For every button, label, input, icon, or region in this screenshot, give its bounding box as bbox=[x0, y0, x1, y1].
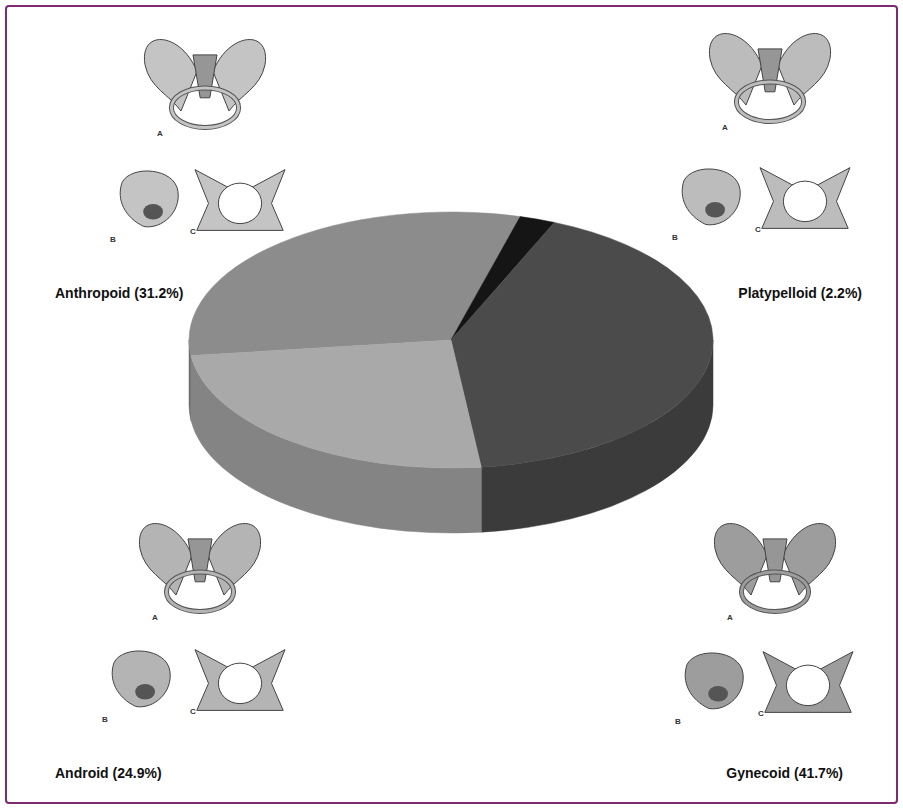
view-letter: A bbox=[152, 613, 158, 622]
pelvis-side bbox=[685, 653, 743, 709]
chart-container: A B C Anthropoid (31.2%) A B C Platypelloid (2.… bbox=[0, 0, 903, 809]
pelvis-ring bbox=[736, 82, 803, 122]
pelvis-ring bbox=[171, 88, 238, 128]
slice bbox=[451, 222, 713, 467]
pelvis-ring bbox=[741, 572, 808, 612]
pelvis-socket bbox=[705, 202, 725, 217]
slice-label: Android (24.9%) bbox=[55, 765, 162, 781]
pelvis-top bbox=[195, 650, 285, 711]
frame bbox=[6, 6, 897, 803]
view-letter: A bbox=[157, 129, 163, 138]
view-letter: A bbox=[722, 123, 728, 132]
pie-tops bbox=[189, 212, 713, 468]
pelvis-illustration: A B C bbox=[675, 524, 853, 726]
pelvis-sacrum bbox=[763, 539, 787, 582]
view-letter: C bbox=[190, 707, 196, 716]
pelvis-top bbox=[760, 168, 850, 229]
view-letter: C bbox=[758, 709, 764, 718]
view-letter: C bbox=[755, 225, 761, 234]
pelvis-wing bbox=[709, 34, 762, 105]
pelvis-wing bbox=[783, 524, 836, 595]
pelvis-top bbox=[763, 652, 853, 713]
view-letter: C bbox=[190, 227, 196, 236]
pelvis-socket bbox=[708, 686, 728, 701]
pelvis-inlet bbox=[783, 181, 826, 222]
pelvis-wing bbox=[144, 40, 197, 111]
pelvis-wing bbox=[778, 34, 831, 105]
slice-label: Anthropoid (31.2%) bbox=[55, 285, 183, 301]
pelvis-ring bbox=[166, 572, 233, 612]
pelvis-illustration: A B C bbox=[672, 34, 850, 242]
pelvis-wing bbox=[208, 524, 261, 595]
pelvis-ring bbox=[166, 572, 233, 612]
pelvis-inlet bbox=[218, 663, 261, 704]
pelvis-illustration: A B C bbox=[102, 524, 285, 724]
chart-svg: A B C Anthropoid (31.2%) A B C Platypelloid (2.… bbox=[0, 0, 903, 809]
pelvis-sacrum bbox=[193, 55, 217, 98]
view-letter: B bbox=[110, 235, 116, 244]
pelvis-inlet bbox=[218, 183, 261, 224]
pelvis-illustration: A B C bbox=[110, 40, 285, 244]
view-letter: B bbox=[102, 715, 108, 724]
slice-label: Platypelloid (2.2%) bbox=[738, 285, 862, 301]
slice bbox=[191, 340, 481, 468]
pie bbox=[189, 212, 713, 533]
view-letter: A bbox=[727, 613, 733, 622]
pelvis-side bbox=[120, 171, 178, 227]
pelvis-sacrum bbox=[758, 49, 782, 92]
pelvis-ring bbox=[741, 572, 808, 612]
pelvis-inlet bbox=[786, 665, 829, 706]
pelvis-ring bbox=[736, 82, 803, 122]
pelvis-wing bbox=[714, 524, 767, 595]
view-letter: B bbox=[672, 233, 678, 242]
pelvis-ring bbox=[171, 88, 238, 128]
view-letter: B bbox=[675, 717, 681, 726]
slice-label: Gynecoid (41.7%) bbox=[726, 765, 843, 781]
pelvis-top bbox=[195, 170, 285, 231]
pelvis-side bbox=[112, 651, 170, 707]
pelvis-sacrum bbox=[188, 539, 212, 582]
pelvis-socket bbox=[143, 204, 163, 219]
pelvis-wing bbox=[139, 524, 192, 595]
pelvis-wing bbox=[213, 40, 266, 111]
pelvis-socket bbox=[135, 684, 155, 699]
pelvis-side bbox=[682, 169, 740, 225]
